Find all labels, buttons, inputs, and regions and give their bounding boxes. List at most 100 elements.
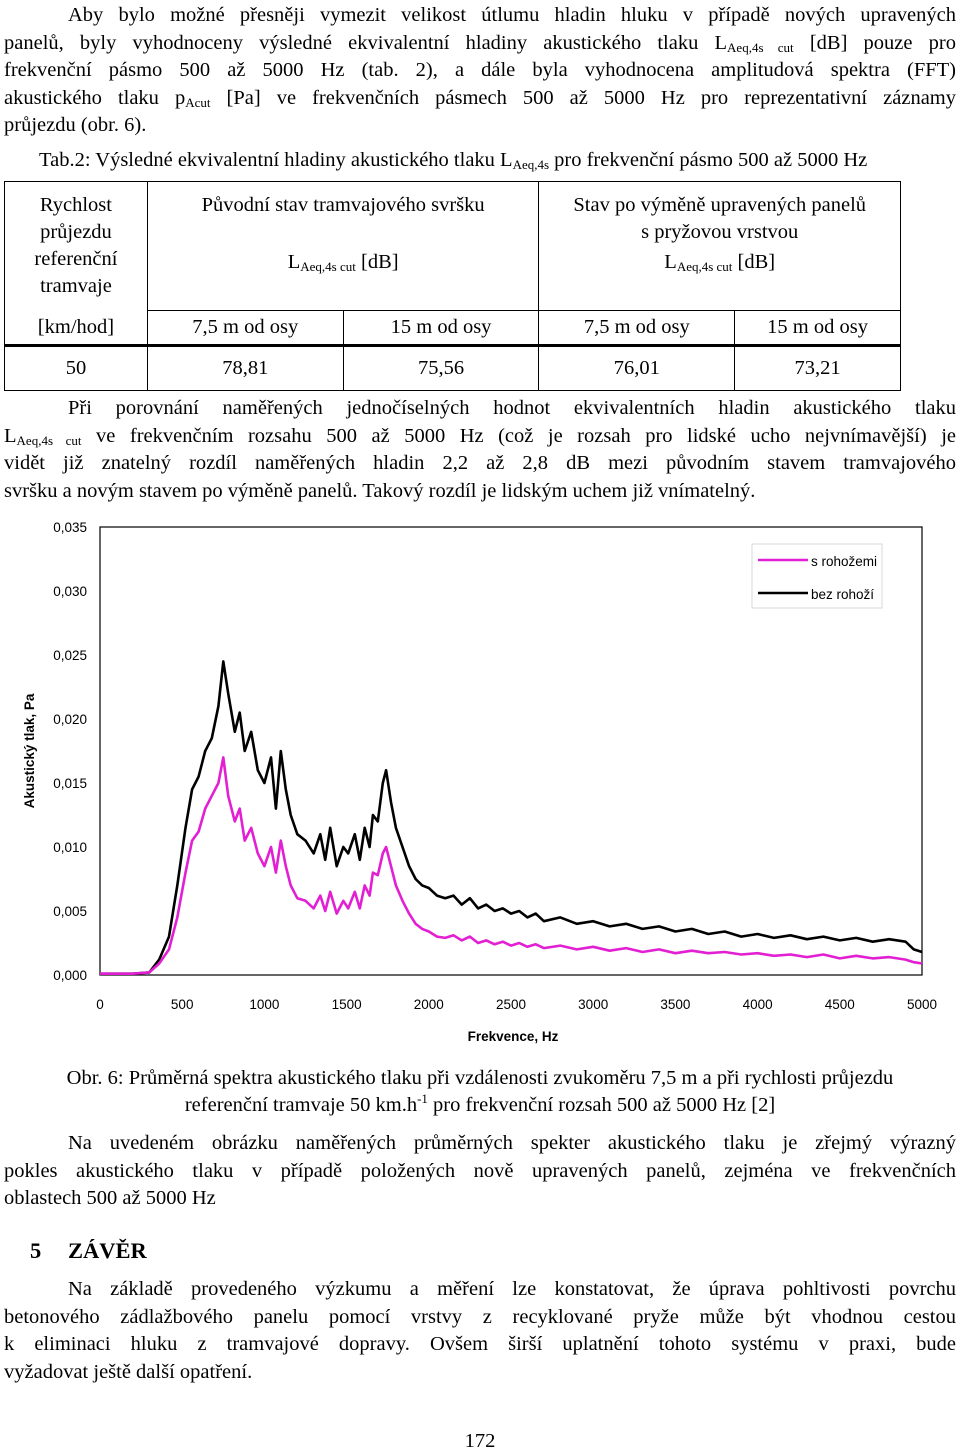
text-line: Při porovnání naměřených jednočíselných … bbox=[68, 397, 956, 419]
text-line: pokles akustického tlaku v případě polož… bbox=[4, 1159, 956, 1182]
spectrum-chart: 0,000 0,005 0,010 0,015 0,020 0,025 0,030 0,035… bbox=[22, 520, 937, 1044]
speed-header-cell: Rychlost průjezdu referenční tramvaje bbox=[4, 181, 148, 311]
subscript: Aeq,4s cut bbox=[676, 259, 733, 274]
caption-text: referenční tramvaje 50 km.h bbox=[184, 1094, 418, 1116]
result-paragraph: Na uvedeném obrázku naměřených průměrnýc… bbox=[4, 1130, 956, 1213]
table-row: 50 78,81 75,56 76,01 73,21 bbox=[4, 344, 901, 391]
caption-line: Obr. 6: Průměrná spektra akustického tla… bbox=[66, 1067, 894, 1089]
group-title: Původní stav tramvajového svršku bbox=[201, 194, 485, 216]
series-layer bbox=[100, 660, 923, 976]
x-tick-label: 4000 bbox=[743, 997, 773, 1012]
series-line bbox=[100, 660, 923, 976]
legend: s rohožemi bez rohoží bbox=[751, 543, 883, 609]
y-tick-label: 0,025 bbox=[53, 648, 87, 663]
x-tick-label: 3000 bbox=[578, 997, 608, 1012]
level-symbol: L bbox=[664, 251, 677, 273]
x-tick-label: 1500 bbox=[332, 997, 362, 1012]
text-line: k eliminaci hluku z tramvajové dopravy. … bbox=[4, 1333, 956, 1355]
x-axis-label: Frekvence, Hz bbox=[468, 1029, 559, 1044]
x-tick-label: 500 bbox=[171, 997, 194, 1012]
legend-label: s rohožemi bbox=[811, 554, 877, 569]
comparison-paragraph: Při porovnání naměřených jednočíselných … bbox=[4, 395, 956, 505]
section-heading: 5 ZÁVĚR bbox=[30, 1238, 147, 1264]
conclusion-paragraph: Na základě provedeného výzkumu a měření … bbox=[4, 1276, 956, 1386]
level-label: LAeq,4s cut [dB] bbox=[148, 249, 539, 276]
text-line: průjezdu (obr. 6). bbox=[4, 114, 147, 136]
text-line: ve frekvenčním rozsahu 500 až 5000 Hz (c… bbox=[81, 424, 956, 447]
intro-paragraph: Aby bylo možné přesněji vymezit velikost… bbox=[4, 2, 956, 140]
x-tick-label: 2500 bbox=[496, 997, 526, 1012]
text-line: frekvenční pásmo 500 až 5000 Hz (tab. 2)… bbox=[4, 59, 956, 81]
section-title: ZÁVĚR bbox=[68, 1238, 147, 1263]
caption-text: pro frekvenční pásmo 500 až 5000 Hz bbox=[549, 149, 868, 171]
y-tick-label: 0,015 bbox=[53, 776, 87, 791]
y-tick-label: 0,030 bbox=[53, 584, 87, 599]
original-state-header: Původní stav tramvajového svršku LAeq,4s… bbox=[146, 181, 540, 311]
x-tick-label: 2000 bbox=[414, 997, 444, 1012]
x-tick-label: 3500 bbox=[660, 997, 690, 1012]
text-line: L bbox=[4, 424, 17, 447]
y-tick-label: 0,010 bbox=[53, 840, 87, 855]
level-unit: [dB] bbox=[732, 251, 776, 273]
section-number: 5 bbox=[30, 1238, 42, 1263]
x-tick-label: 0 bbox=[96, 997, 104, 1012]
text-line: vyžadovat ještě další opatření. bbox=[4, 1360, 253, 1383]
page-number: 172 bbox=[464, 1430, 496, 1452]
group-title: Stav po výměně upravených panelů bbox=[573, 194, 867, 216]
x-tick-label: 1000 bbox=[249, 997, 279, 1012]
subscript: Acut bbox=[185, 94, 211, 110]
caption-text: Tab.2: Výsledné ekvivalentní hladiny aku… bbox=[39, 149, 513, 171]
y-axis-label: Akustický tlak, Pa bbox=[22, 693, 37, 808]
series-line bbox=[100, 756, 923, 976]
distance-header: 15 m od osy bbox=[734, 310, 901, 346]
y-tick-label: 0,000 bbox=[53, 968, 87, 983]
subscript: Aeq,4s cut bbox=[727, 39, 794, 55]
table-cell: 78,81 bbox=[146, 344, 344, 391]
text-line: [dB] pouze pro bbox=[793, 31, 956, 54]
legend-box bbox=[751, 543, 883, 609]
subscript: Aeq,4s cut bbox=[16, 432, 82, 448]
text-line: svršku a novým stavem po výměně panelů. … bbox=[4, 479, 756, 502]
distance-header: 7,5 m od osy bbox=[146, 310, 344, 346]
text-line: [Pa] ve frekvenčních pásmech 500 až 5000… bbox=[210, 86, 956, 109]
level-label: LAeq,4s cut [dB] bbox=[539, 249, 900, 276]
text-line: Aby bylo možné přesněji vymezit velikost… bbox=[68, 4, 956, 26]
legend-label: bez rohoží bbox=[811, 587, 874, 602]
x-tick-label: 4500 bbox=[825, 997, 855, 1012]
text-line: Na uvedeném obrázku naměřených průměrnýc… bbox=[68, 1132, 956, 1154]
level-symbol: L bbox=[287, 251, 301, 273]
speed-header-line: průjezdu bbox=[40, 221, 112, 243]
y-axis-ticks: 0,000 0,005 0,010 0,015 0,020 0,025 0,030 0,035 bbox=[53, 520, 87, 983]
unit-cell: [km/hod] bbox=[4, 310, 148, 346]
figure-caption: Obr. 6: Průměrná spektra akustického tla… bbox=[0, 1065, 960, 1119]
level-unit: [dB] bbox=[355, 251, 399, 273]
distance-header: 15 m od osy bbox=[342, 310, 540, 346]
distance-header: 7,5 m od osy bbox=[538, 310, 736, 346]
text-line: betonového zádlažbového panelu pomocí vr… bbox=[4, 1305, 956, 1328]
text-line: oblastech 500 až 5000 Hz bbox=[4, 1187, 216, 1209]
speed-header-line: tramvaje bbox=[40, 275, 112, 297]
text-line: Na základě provedeného výzkumu a měření … bbox=[68, 1278, 956, 1300]
speed-header-line: referenční bbox=[34, 248, 118, 270]
results-table: Rychlost průjezdu referenční tramvaje Pů… bbox=[4, 181, 901, 391]
table-cell: 75,56 bbox=[342, 344, 540, 391]
table-cell: 76,01 bbox=[538, 344, 736, 391]
y-tick-label: 0,020 bbox=[53, 712, 87, 727]
subscript: Aeq,4s bbox=[512, 157, 550, 172]
new-state-header: Stav po výměně upravených panelů s pryžo… bbox=[538, 181, 901, 311]
text-line: panelů, byly vyhodnoceny výsledné ekviva… bbox=[4, 31, 728, 54]
y-tick-label: 0,035 bbox=[53, 520, 87, 535]
speed-header-line: Rychlost bbox=[39, 194, 112, 216]
x-axis-ticks: 0 500 1000 1500 2000 2500 3000 3500 4000 4500 5000 bbox=[96, 997, 937, 1012]
table-cell: 73,21 bbox=[734, 344, 901, 391]
y-tick-label: 0,005 bbox=[53, 904, 87, 919]
caption-line: referenční tramvaje 50 km.h-1 pro frekve… bbox=[0, 1092, 960, 1119]
text-line: akustického tlaku p bbox=[4, 86, 186, 109]
group-title: s pryžovou vrstvou bbox=[641, 221, 799, 243]
text-line: vidět již znatelný rozdíl naměřených hla… bbox=[4, 452, 956, 474]
subscript: Aeq,4s cut bbox=[300, 259, 356, 274]
table-cell: 50 bbox=[4, 344, 148, 391]
x-tick-label: 5000 bbox=[907, 997, 937, 1012]
table-caption: Tab.2: Výsledné ekvivalentní hladiny aku… bbox=[39, 147, 867, 174]
superscript: -1 bbox=[417, 1091, 428, 1106]
